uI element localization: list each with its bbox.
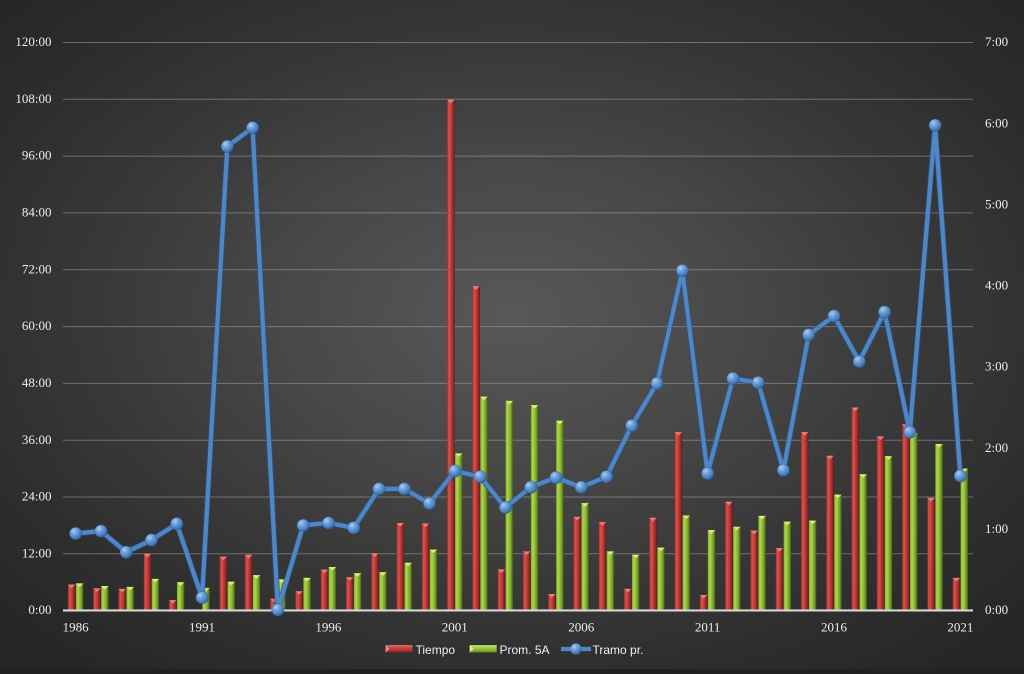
svg-text:5:00: 5:00 <box>985 196 1008 211</box>
svg-text:48:00: 48:00 <box>22 375 52 390</box>
svg-text:0:00: 0:00 <box>985 602 1008 617</box>
svg-text:1:00: 1:00 <box>985 521 1008 536</box>
svg-text:2006: 2006 <box>568 620 595 635</box>
svg-text:Tiempo: Tiempo <box>416 643 456 657</box>
svg-text:2011: 2011 <box>695 620 721 635</box>
svg-text:2001: 2001 <box>442 620 468 635</box>
svg-text:120:00: 120:00 <box>15 34 51 49</box>
svg-text:72:00: 72:00 <box>22 261 52 276</box>
svg-text:24:00: 24:00 <box>22 489 52 504</box>
svg-text:2:00: 2:00 <box>985 440 1008 455</box>
svg-text:7:00: 7:00 <box>985 34 1008 49</box>
svg-text:1986: 1986 <box>63 620 90 635</box>
svg-text:108:00: 108:00 <box>15 91 51 106</box>
svg-text:Tramo pr.: Tramo pr. <box>593 643 644 657</box>
svg-text:60:00: 60:00 <box>22 318 52 333</box>
svg-text:1996: 1996 <box>315 620 342 635</box>
svg-text:2021: 2021 <box>947 620 973 635</box>
svg-text:1991: 1991 <box>189 620 215 635</box>
svg-text:3:00: 3:00 <box>985 359 1008 374</box>
svg-text:4:00: 4:00 <box>985 278 1008 293</box>
svg-text:12:00: 12:00 <box>22 545 52 560</box>
svg-text:84:00: 84:00 <box>22 205 52 220</box>
svg-text:0:00: 0:00 <box>28 602 51 617</box>
svg-text:36:00: 36:00 <box>22 432 52 447</box>
svg-text:2016: 2016 <box>821 620 848 635</box>
svg-text:96:00: 96:00 <box>22 148 52 163</box>
svg-text:Prom. 5A: Prom. 5A <box>500 643 550 657</box>
svg-text:6:00: 6:00 <box>985 115 1008 130</box>
